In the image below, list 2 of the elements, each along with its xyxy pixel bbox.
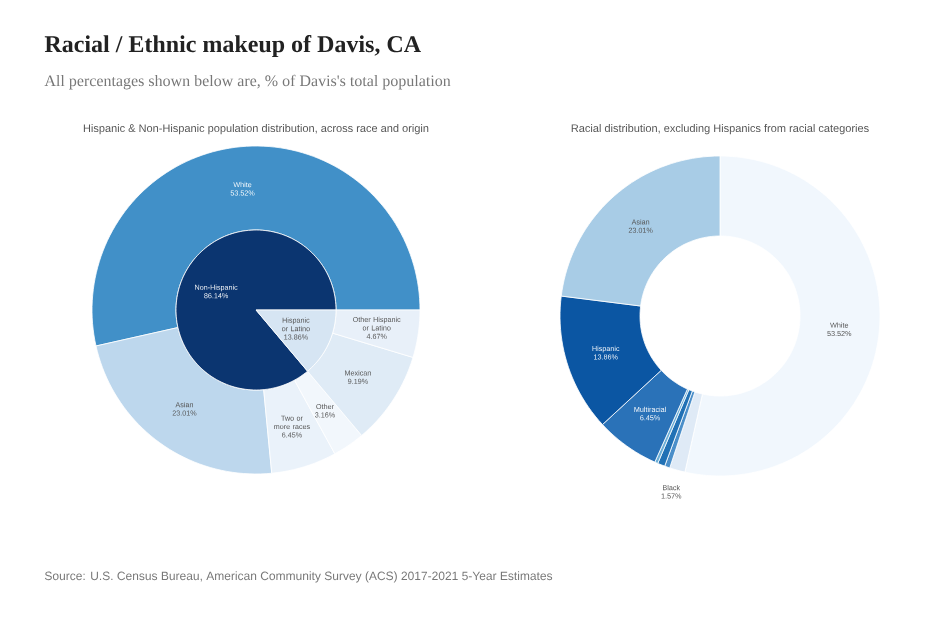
text: All percentages shown below are, % of Davis's total population (44, 74, 451, 90)
text: Racial / Ethnic makeup of Davis, CA (44, 35, 421, 58)
